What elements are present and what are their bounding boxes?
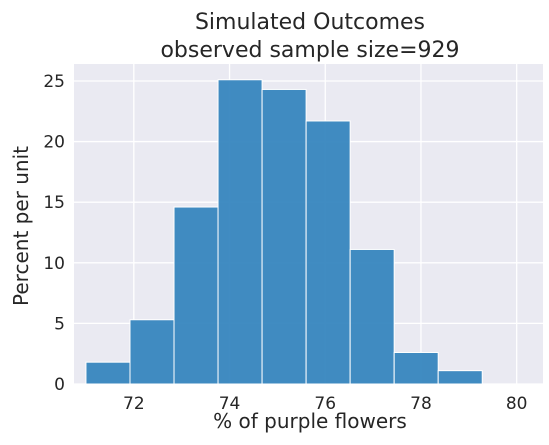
- y-tick-label: 5: [54, 314, 65, 334]
- y-tick-label: 20: [43, 133, 65, 153]
- histogram-bar: [437, 370, 483, 385]
- chart-subtitle: observed sample size=929: [160, 38, 459, 63]
- histogram-bar: [393, 351, 439, 385]
- histogram-bar: [217, 79, 263, 385]
- x-axis-label: % of purple flowers: [213, 409, 407, 433]
- histogram-bar: [85, 361, 131, 385]
- y-tick-labels: 0 5 10 15 20 25: [43, 72, 65, 395]
- chart-title: Simulated Outcomes: [195, 10, 425, 35]
- x-tick-label: 76: [314, 394, 336, 414]
- x-tick-label: 72: [123, 394, 145, 414]
- histogram-bar: [305, 120, 351, 385]
- y-axis-label: Percent per unit: [9, 146, 33, 306]
- x-tick-label: 78: [410, 394, 432, 414]
- histogram-bar: [261, 88, 307, 385]
- x-tick-labels: 72 74 76 78 80: [123, 394, 527, 414]
- histogram-bars: [85, 79, 483, 385]
- y-tick-label: 25: [43, 72, 65, 92]
- y-tick-label: 0: [54, 375, 65, 395]
- y-tick-label: 10: [43, 254, 65, 274]
- histogram-bar: [173, 206, 219, 385]
- histogram-bar: [349, 248, 395, 385]
- x-tick-label: 74: [219, 394, 241, 414]
- x-tick-label: 80: [506, 394, 528, 414]
- y-tick-label: 15: [43, 193, 65, 213]
- histogram-bar: [129, 319, 175, 385]
